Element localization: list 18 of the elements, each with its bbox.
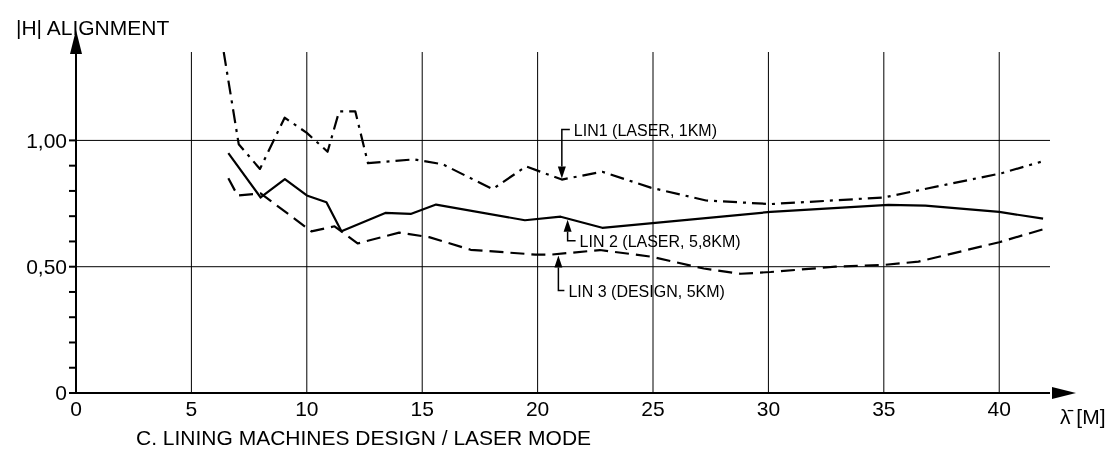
x-tick-label: 0 [70,396,82,420]
x-tick-label: 30 [756,396,781,420]
y-tick-label: 0 [55,381,67,405]
x-axis-title: λ̄ [M] [1060,405,1106,429]
y-tick-label: 1,00 [26,128,67,152]
x-tick-label: 15 [410,396,434,420]
x-tick-label: 35 [872,396,896,420]
x-tick-label: 25 [641,396,665,420]
y-tick-label: 0,50 [26,255,67,279]
text: C. LINING MACHINES DESIGN / LASER MODE [136,426,592,450]
annotation: LIN 2 (LASER, 5,8KM) [579,232,741,250]
annotation: LIN 3 (DESIGN, 5KM) [568,282,725,300]
x-tick-label: 5 [185,396,198,420]
x-tick-label: 10 [295,396,319,420]
y-axis-title: |H| ALIGNMENT [16,16,170,40]
annotation: LIN1 (LASER, 1KM) [573,121,717,139]
x-tick-label: 20 [525,396,550,420]
x-tick-label: 40 [987,396,1011,420]
